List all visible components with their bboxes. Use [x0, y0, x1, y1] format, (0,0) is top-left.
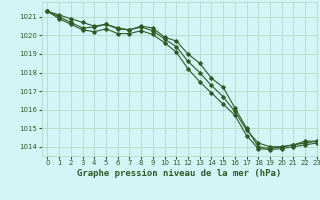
X-axis label: Graphe pression niveau de la mer (hPa): Graphe pression niveau de la mer (hPa): [77, 169, 281, 178]
